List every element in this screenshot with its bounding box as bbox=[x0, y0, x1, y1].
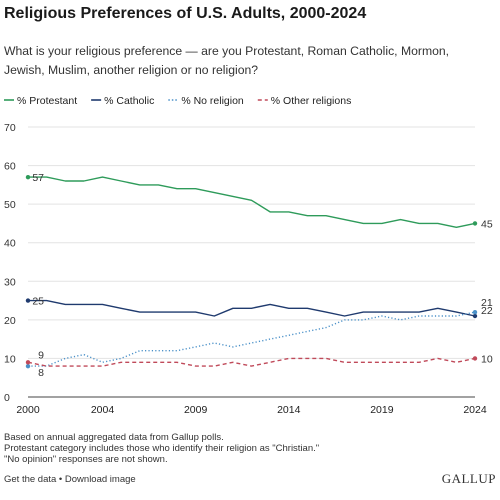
series-start-point-3 bbox=[25, 360, 31, 365]
series-start-label-3: 9 bbox=[38, 349, 44, 361]
series-end-point-1 bbox=[472, 313, 478, 319]
gallup-logo: GALLUP bbox=[441, 471, 496, 486]
legend-label-0: % Protestant bbox=[17, 95, 77, 107]
series-end-label-1: 21 bbox=[481, 297, 493, 309]
series-end-label-2: 22 bbox=[481, 305, 493, 317]
x-tick-label-2009: 2009 bbox=[184, 404, 208, 416]
series-end-label-3: 10 bbox=[481, 353, 493, 365]
download-image-link[interactable]: Download image bbox=[64, 474, 136, 485]
series-start-label-0: 57 bbox=[32, 172, 44, 184]
legend-label-1: % Catholic bbox=[104, 95, 154, 107]
line-chart: % Protestant % Catholic % No religion % Oth… bbox=[4, 95, 493, 416]
legend-label-2: % No religion bbox=[181, 95, 244, 107]
series-start-label-2: 8 bbox=[38, 367, 44, 379]
chart-title: Religious Preferences of U.S. Adults, 20… bbox=[4, 5, 367, 22]
series-end-point-0 bbox=[472, 221, 478, 226]
footer-separator: • bbox=[56, 474, 65, 485]
footnote-protestant: Protestant category includes those who i… bbox=[4, 443, 320, 454]
series-line-0 bbox=[28, 176, 476, 229]
y-tick-label-60: 60 bbox=[4, 161, 16, 173]
series-start-label-1: 25 bbox=[32, 296, 44, 308]
y-tick-label-10: 10 bbox=[4, 353, 16, 365]
series-start-point-1 bbox=[25, 298, 31, 303]
series-line-1 bbox=[28, 299, 476, 317]
series-line-3 bbox=[27, 357, 476, 367]
legend-label-3: % Other religions bbox=[271, 95, 352, 107]
x-tick-label-2019: 2019 bbox=[370, 404, 394, 416]
footer-links: Get the data • Download image bbox=[4, 474, 136, 485]
y-tick-label-0: 0 bbox=[4, 392, 10, 404]
x-tick-label-2004: 2004 bbox=[91, 404, 115, 416]
series-end-label-0: 45 bbox=[481, 218, 493, 230]
chart-subtitle: What is your religious preference — are … bbox=[4, 44, 450, 77]
footnote-no-opinion: "No opinion" responses are not shown. bbox=[4, 454, 168, 465]
footnote-source: Based on annual aggregated data from Gal… bbox=[4, 432, 224, 443]
y-tick-label-40: 40 bbox=[4, 238, 16, 250]
x-tick-label-2000: 2000 bbox=[16, 404, 40, 416]
get-data-link[interactable]: Get the data bbox=[4, 474, 57, 485]
series-start-point-0 bbox=[25, 174, 31, 180]
series-end-point-3 bbox=[472, 356, 478, 361]
series-end-point-2 bbox=[472, 309, 478, 315]
y-tick-label-50: 50 bbox=[4, 199, 16, 211]
y-tick-label-70: 70 bbox=[4, 122, 16, 134]
y-tick-label-30: 30 bbox=[4, 276, 16, 288]
x-tick-label-2014: 2014 bbox=[277, 404, 301, 416]
series-start-point-2 bbox=[25, 363, 31, 369]
x-tick-label-2024: 2024 bbox=[463, 404, 487, 416]
y-tick-label-20: 20 bbox=[4, 315, 16, 327]
